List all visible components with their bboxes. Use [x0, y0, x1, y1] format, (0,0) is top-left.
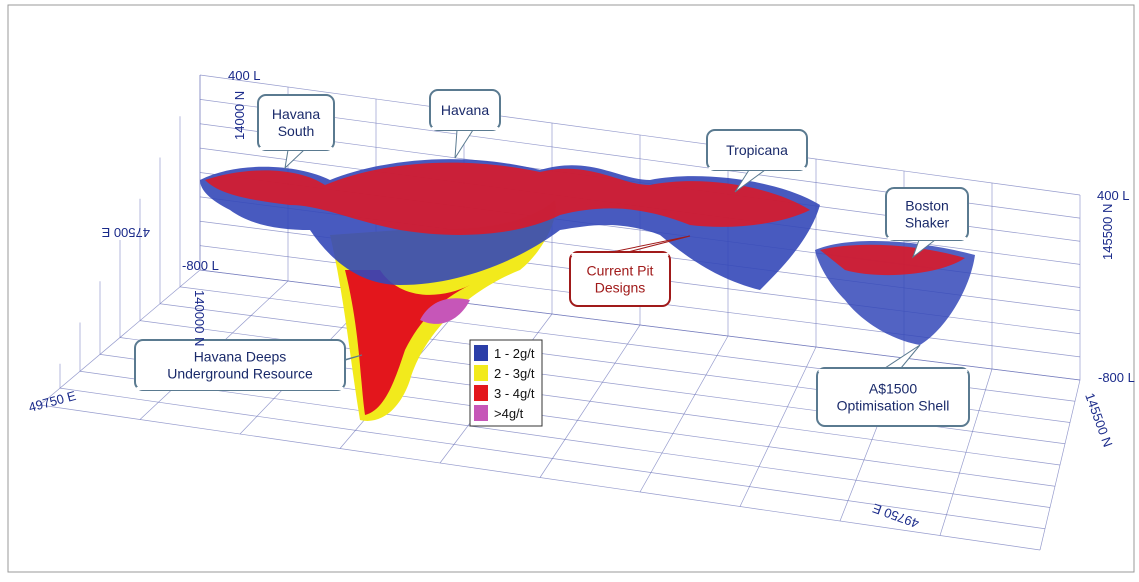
callout-fill	[818, 369, 968, 372]
deeps-red	[345, 270, 470, 415]
legend-swatch	[474, 365, 488, 381]
callout-text: Optimisation Shell	[837, 398, 950, 414]
callout-pointer	[884, 344, 921, 369]
pit-design-red	[205, 162, 810, 235]
axis-label: 140000 N	[192, 290, 207, 346]
legend-swatch	[474, 385, 488, 401]
axis-label: 145500 N	[1100, 204, 1115, 260]
axis-label: -800 L	[182, 258, 219, 273]
grid-line	[79, 370, 1051, 508]
callout-fill	[259, 147, 333, 150]
axis-label: 47500 E	[101, 225, 150, 240]
legend-label: 3 - 4g/t	[494, 386, 535, 401]
axis-label: 400 L	[1097, 188, 1130, 203]
labels: HavanaSouthHavanaTropicanaBostonShakerCu…	[27, 68, 1135, 531]
axis-label: -800 L	[1098, 370, 1135, 385]
callout-text: Havana	[272, 106, 320, 122]
callout-box	[816, 367, 970, 427]
callout-box	[569, 251, 671, 307]
callout-text: A$1500	[869, 381, 917, 397]
callout-text: Shaker	[905, 215, 950, 231]
callout-text: Havana Deeps	[194, 349, 287, 365]
grid-line	[59, 387, 1046, 530]
boston-pit	[820, 244, 965, 276]
callout-fill	[571, 253, 669, 256]
legend-swatch	[474, 405, 488, 421]
grid-line	[39, 404, 1041, 551]
callout-text: Tropicana	[726, 142, 788, 158]
callout-fill	[136, 387, 344, 390]
callout-fill	[431, 127, 499, 130]
grid-line	[199, 74, 1081, 196]
callout-text: Underground Resource	[167, 366, 313, 382]
callout-text: Havana	[441, 102, 489, 118]
callout-pointer	[611, 235, 691, 253]
axis-label: 14000 N	[232, 91, 247, 140]
callout-pointer	[734, 169, 766, 193]
legend-label: 1 - 2g/t	[494, 346, 535, 361]
legend-label: >4g/t	[494, 406, 524, 421]
callout-text: Designs	[595, 280, 646, 296]
callout-pointer	[911, 239, 936, 259]
callout-text: South	[278, 123, 315, 139]
axis-label: 400 L	[228, 68, 261, 83]
callout-text: Boston	[905, 198, 949, 214]
legend-label: 2 - 3g/t	[494, 366, 535, 381]
callout-fill	[708, 167, 806, 170]
callout-pointer	[454, 129, 474, 159]
callout-text: Current Pit	[587, 263, 654, 279]
legend-swatch	[474, 345, 488, 361]
ore-bodies	[200, 159, 975, 421]
callout-fill	[887, 237, 967, 240]
deeps-pink	[420, 298, 470, 324]
callout-pointer	[284, 149, 305, 170]
